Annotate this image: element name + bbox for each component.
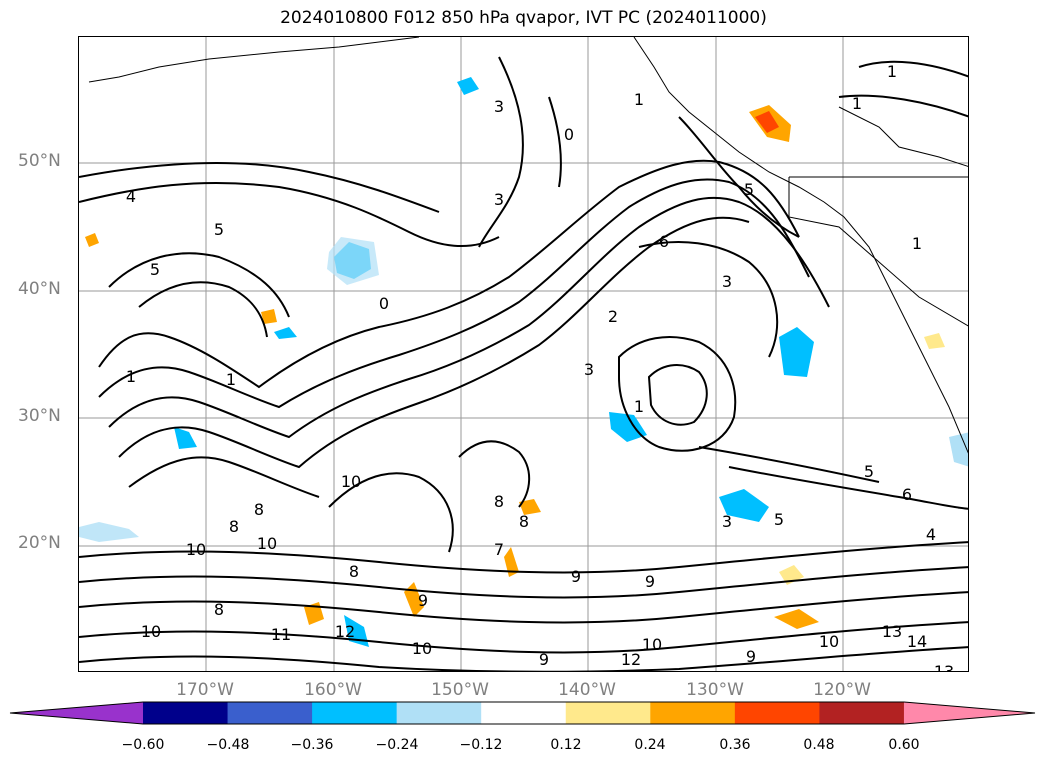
contour-label: 10 <box>141 622 161 641</box>
colorbar-tick: 0.12 <box>550 737 582 753</box>
colorbar-tick: −0.12 <box>459 737 503 753</box>
contour-label: 5 <box>214 220 224 239</box>
contour-label: 12 <box>335 622 355 641</box>
lon-label-130w: 130°W <box>686 680 744 700</box>
colorbar-segment <box>819 702 905 724</box>
contour-label: 3 <box>722 272 732 291</box>
contour-label: 13 <box>934 662 954 672</box>
lat-label-30n: 30°N <box>18 406 61 426</box>
contour-label: 1 <box>634 397 644 416</box>
ivt-contours <box>79 56 968 671</box>
map-panel: 4 5 5 1 1 0 3 0 3 1 6 3 2 1 3 5 1 1 1 5 … <box>78 36 969 672</box>
contour-label: 3 <box>584 360 594 379</box>
lon-label-150w: 150°W <box>431 680 489 700</box>
colorbar-tick: −0.60 <box>121 737 165 753</box>
contour-label: 5 <box>864 462 874 481</box>
contour-label: 2 <box>608 307 618 326</box>
contour-label: 10 <box>341 472 361 491</box>
contour-label: 1 <box>852 94 862 113</box>
lon-label-160w: 160°W <box>304 680 362 700</box>
contour-label: 10 <box>412 639 432 658</box>
contour-label: 8 <box>349 562 359 581</box>
lat-label-20n: 20°N <box>18 533 61 553</box>
colorbar-tick: 0.36 <box>719 737 751 753</box>
contour-label: 1 <box>226 370 236 389</box>
contour-label: 9 <box>645 572 655 591</box>
contour-label: 3 <box>494 190 504 209</box>
contour-label: 9 <box>571 567 581 586</box>
colorbar-tick: 0.48 <box>803 737 835 753</box>
contour-label: 4 <box>126 187 136 206</box>
map-title: 2024010800 F012 850 hPa qvapor, IVT PC (… <box>280 8 767 28</box>
contour-label: 8 <box>254 500 264 519</box>
lon-label-140w: 140°W <box>558 680 616 700</box>
contour-label: 3 <box>494 97 504 116</box>
colorbar-segment <box>650 702 736 724</box>
colorbar-segment <box>734 702 820 724</box>
contour-label: 5 <box>774 510 784 529</box>
contour-label: 0 <box>379 294 389 313</box>
colorbar-extend-low <box>10 702 143 724</box>
contour-map: 4 5 5 1 1 0 3 0 3 1 6 3 2 1 3 5 1 1 1 5 … <box>79 37 968 672</box>
contour-label: 8 <box>214 600 224 619</box>
contour-label: 7 <box>494 540 504 559</box>
contour-label: 14 <box>907 632 927 651</box>
contour-label: 8 <box>229 517 239 536</box>
contour-label: 12 <box>621 650 641 669</box>
contour-label: 5 <box>150 260 160 279</box>
contour-label: 10 <box>642 635 662 654</box>
contour-label: 11 <box>271 625 291 644</box>
contour-label: 9 <box>746 647 756 666</box>
contour-label: 10 <box>819 632 839 651</box>
colorbar-tick: 0.60 <box>888 737 920 753</box>
contour-label: 9 <box>418 591 428 610</box>
contour-label: 9 <box>539 650 549 669</box>
colorbar-segment <box>481 702 567 724</box>
contour-label: 10 <box>257 534 277 553</box>
contour-label: 4 <box>926 525 936 544</box>
colorbar-extend-high <box>903 702 1035 724</box>
contour-label: 10 <box>186 540 206 559</box>
contour-label: 8 <box>494 492 504 511</box>
contour-label: 8 <box>519 512 529 531</box>
colorbar-tick: 0.24 <box>634 737 666 753</box>
colorbar-segment <box>312 702 398 724</box>
contour-label: 1 <box>126 367 136 386</box>
contour-label: 0 <box>564 125 574 144</box>
lat-label-50n: 50°N <box>18 151 61 171</box>
contour-label: 1 <box>634 90 644 109</box>
contour-label: 1 <box>912 234 922 253</box>
lat-label-40n: 40°N <box>18 279 61 299</box>
shaded-anomalies <box>79 77 968 647</box>
colorbar-tick: −0.48 <box>206 737 250 753</box>
colorbar-segment <box>227 702 313 724</box>
colorbar-tick: −0.36 <box>290 737 334 753</box>
colorbar-outline <box>9 701 1036 725</box>
contour-label: 6 <box>902 485 912 504</box>
contour-label: 3 <box>722 512 732 531</box>
colorbar-segment <box>396 702 482 724</box>
contour-label: 1 <box>887 62 897 81</box>
contour-labels: 4 5 5 1 1 0 3 0 3 1 6 3 2 1 3 5 1 1 1 5 … <box>126 62 954 672</box>
colorbar-segment <box>565 702 651 724</box>
colorbar <box>9 701 1036 725</box>
colorbar-segment <box>143 702 229 724</box>
colorbar-segments <box>10 702 1035 724</box>
colorbar-tick: −0.24 <box>375 737 419 753</box>
lon-label-170w: 170°W <box>176 680 234 700</box>
coastlines <box>88 37 968 454</box>
contour-label: 13 <box>882 622 902 641</box>
contour-label: 5 <box>744 180 754 199</box>
contour-label: 6 <box>659 232 669 251</box>
lon-label-120w: 120°W <box>813 680 871 700</box>
